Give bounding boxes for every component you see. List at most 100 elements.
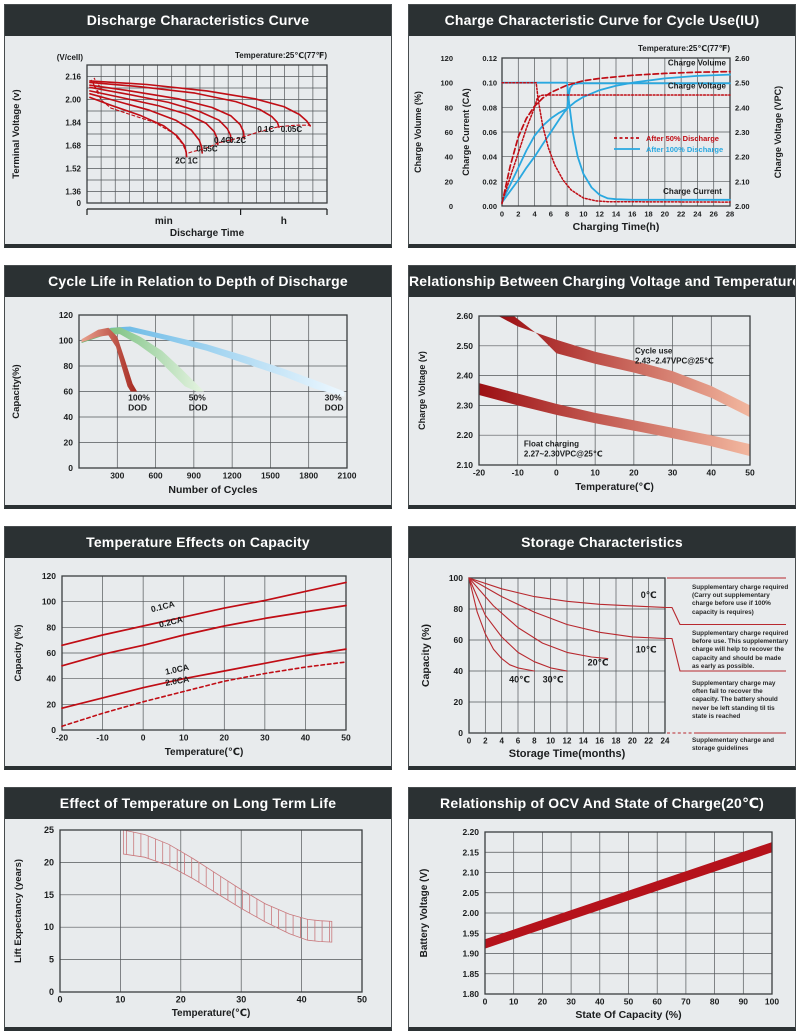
x-tick-label: 20 xyxy=(176,995,186,1005)
x-tick-label: 0 xyxy=(500,210,504,219)
extra-text: (V/cell) xyxy=(57,53,84,62)
x-tick-label: 60 xyxy=(652,997,662,1007)
x-tick-label: 50 xyxy=(624,997,634,1007)
band-100pct-dod xyxy=(81,327,138,392)
grid xyxy=(87,65,327,203)
y-tick-label: 2.10 xyxy=(456,460,473,470)
temperature-note: Temperature:25℃(77℉) xyxy=(235,51,327,60)
x-tick-label: 14 xyxy=(612,210,621,219)
y-axis-label: Charge Current (CA) xyxy=(461,88,471,176)
y-tick-label: 60 xyxy=(445,128,453,137)
panel-body: 120 100 80 60 40 20 0 0.12 0.10 0.08 0.06 0.04 0.02 0… xyxy=(409,36,795,244)
extra-poly xyxy=(665,637,786,672)
x-axis-label: Storage Time(months) xyxy=(509,748,626,760)
y-tick-label: 100 xyxy=(449,573,463,583)
panel-body: 2.60 2.50 2.40 2.30 2.20 2.10 -20 -10 0 10 20 30 40 5… xyxy=(409,297,795,505)
segment-label: h xyxy=(281,216,287,227)
y-tick-label: 100 xyxy=(440,79,453,88)
x-tick-label: 90 xyxy=(739,997,749,1007)
y-tick-label: 2.00 xyxy=(462,908,479,918)
x-tick-label: 10 xyxy=(179,733,189,743)
curve-label: 2C 1C xyxy=(175,157,198,166)
y-tick-label: 20 xyxy=(445,177,453,186)
y-tick-label: 1.36 xyxy=(65,188,81,197)
x-tick-label: 12 xyxy=(563,737,572,746)
x-tick-label: 30 xyxy=(236,995,246,1005)
storage-annotation: Supplementary charge required before use… xyxy=(692,630,789,670)
x-tick-label: 10 xyxy=(546,737,555,746)
curve-label: 2.27~2.30VPC@25℃ xyxy=(524,450,603,459)
curve-label: 10℃ xyxy=(636,644,657,654)
x-tick-label: 300 xyxy=(110,471,124,481)
curve-label: 20℃ xyxy=(588,658,609,668)
curve-1C xyxy=(89,93,203,154)
panel-body: 2.16 2.00 1.84 1.68 1.52 1.36 0 2C 1C 0.55C 0.4C 0… xyxy=(5,36,391,244)
curve-label: Charge Volume xyxy=(668,59,727,68)
charge-characteristic-chart: 1201008060402000.120.100.080.060.040.020… xyxy=(413,44,783,233)
y-tick-label: 2.15 xyxy=(462,847,479,857)
curve-0C xyxy=(468,577,666,608)
y-tick-label: 120 xyxy=(440,54,453,63)
x-tick-label: 80 xyxy=(710,997,720,1007)
y-axis-label: Battery Voltage (V) xyxy=(419,869,430,958)
x-tick-label: 6 xyxy=(516,737,521,746)
x-tick-label: 2100 xyxy=(338,471,357,481)
y-tick-label: 100 xyxy=(59,336,73,346)
curve-label: 30℃ xyxy=(543,675,564,685)
y-tick-label: 40 xyxy=(454,666,464,676)
x-axis-label: Number of Cycles xyxy=(168,484,257,496)
x-tick-label: 4 xyxy=(499,737,504,746)
y-tick-label: 0.12 xyxy=(482,54,497,63)
charge-voltage-50pct xyxy=(501,94,731,204)
panel-body: 100 80 60 40 20 0 0 2 4 6 8 10 12 14 16 18 20 22 24 0℃ 10℃ 20… xyxy=(409,558,795,766)
y-tick-label: 60 xyxy=(47,648,57,658)
curve-label: DOD xyxy=(189,403,208,413)
y-axis-label: Charge Volume (%) xyxy=(413,91,423,173)
y-tick-label: 20 xyxy=(44,857,54,867)
hatch-outline xyxy=(123,829,333,943)
x-tick-label: -10 xyxy=(512,468,525,478)
curve-label: 0.2C xyxy=(229,136,246,145)
x-tick-label: 0 xyxy=(467,737,472,746)
y-tick-label: 2.00 xyxy=(65,96,81,105)
hatch-band xyxy=(123,829,333,943)
x-axis-label: Temperature(℃) xyxy=(575,482,654,493)
panel-title: Discharge Characteristics Curve xyxy=(5,5,391,36)
y-tick-label: 2.40 xyxy=(735,103,750,112)
curve-0.2C xyxy=(89,84,245,140)
ocv-band xyxy=(485,842,772,949)
curve-2C xyxy=(89,96,188,158)
y-tick-label: 0 xyxy=(51,725,56,735)
x-axis-label: Discharge Time xyxy=(170,228,245,239)
plot-border xyxy=(59,829,363,993)
final-voltage-locus xyxy=(93,85,311,155)
y-tick-label: 0 xyxy=(68,463,73,473)
x-tick-label: 6 xyxy=(549,210,553,219)
extra-poly xyxy=(90,79,100,94)
y-tick-label: 0 xyxy=(77,199,82,208)
y-axis-label: Capacity (%) xyxy=(420,624,432,687)
curve-label: 2.43~2.47VPC@25℃ xyxy=(635,357,714,366)
x-tick-label: 20 xyxy=(629,468,639,478)
y-tick-label: 0 xyxy=(449,202,453,211)
x-tick-label: 20 xyxy=(628,737,637,746)
panel-title: Effect of Temperature on Long Term Life xyxy=(5,788,391,819)
y-tick-label: 2.05 xyxy=(462,888,479,898)
x-tick-label: 22 xyxy=(644,737,653,746)
plot-border xyxy=(61,575,347,731)
x-tick-label: 0 xyxy=(483,997,488,1007)
x-tick-label: 8 xyxy=(532,737,537,746)
charging-voltage-temperature-chart: 2.60 2.50 2.40 2.30 2.20 2.10-20 -10 0 10 20 30 40 5… xyxy=(417,311,755,493)
ocv-state-of-charge-chart: 2.20 2.15 2.10 2.05 2.00 1.95 1.90 1.85 1.80 0 10 2… xyxy=(419,827,779,1021)
curve-20C xyxy=(468,577,609,660)
x-tick-label: 20 xyxy=(661,210,669,219)
y-tick-label: 20 xyxy=(47,699,57,709)
y-axis-label: Charge Voltage (v) xyxy=(417,351,427,430)
x-tick-label: 20 xyxy=(220,733,230,743)
x-tick-label: 10 xyxy=(115,995,125,1005)
x-tick-label: 70 xyxy=(681,997,691,1007)
x-tick-label: 900 xyxy=(187,471,201,481)
y-tick-label: 2.16 xyxy=(65,73,81,82)
x-tick-label: 20 xyxy=(538,997,548,1007)
